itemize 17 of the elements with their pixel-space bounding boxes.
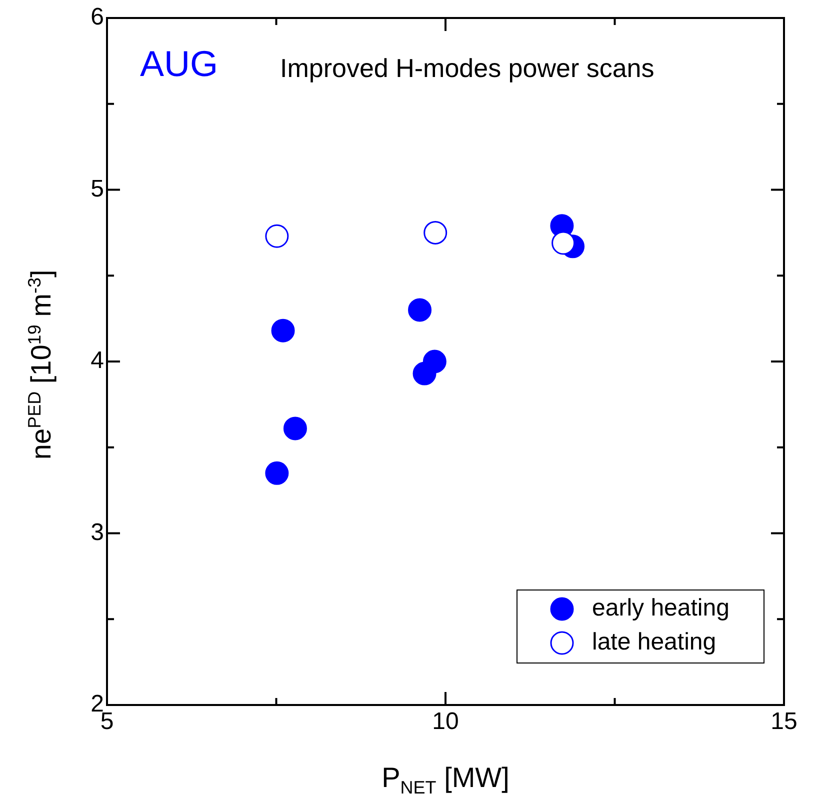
- legend-label: early heating: [592, 594, 730, 622]
- text: Improved H-modes power scans: [280, 53, 654, 84]
- x-axis-title: P$_{NET}$ [MW]: [380, 762, 510, 799]
- point: [283, 416, 307, 440]
- point: [408, 298, 432, 322]
- y-tick-label: 4: [90, 347, 104, 374]
- annotation: AUG: [140, 42, 218, 84]
- y-tick-label: 3: [90, 518, 104, 546]
- x-tick-label: 10: [432, 708, 459, 736]
- point: [265, 461, 289, 485]
- y-tick-label: 6: [90, 4, 104, 31]
- y-tick-label: 5: [90, 175, 104, 202]
- legend-label: late heating: [592, 628, 716, 656]
- point: [271, 318, 295, 342]
- point: [422, 350, 446, 374]
- point: [552, 231, 576, 255]
- x-tick-label: 15: [770, 708, 798, 736]
